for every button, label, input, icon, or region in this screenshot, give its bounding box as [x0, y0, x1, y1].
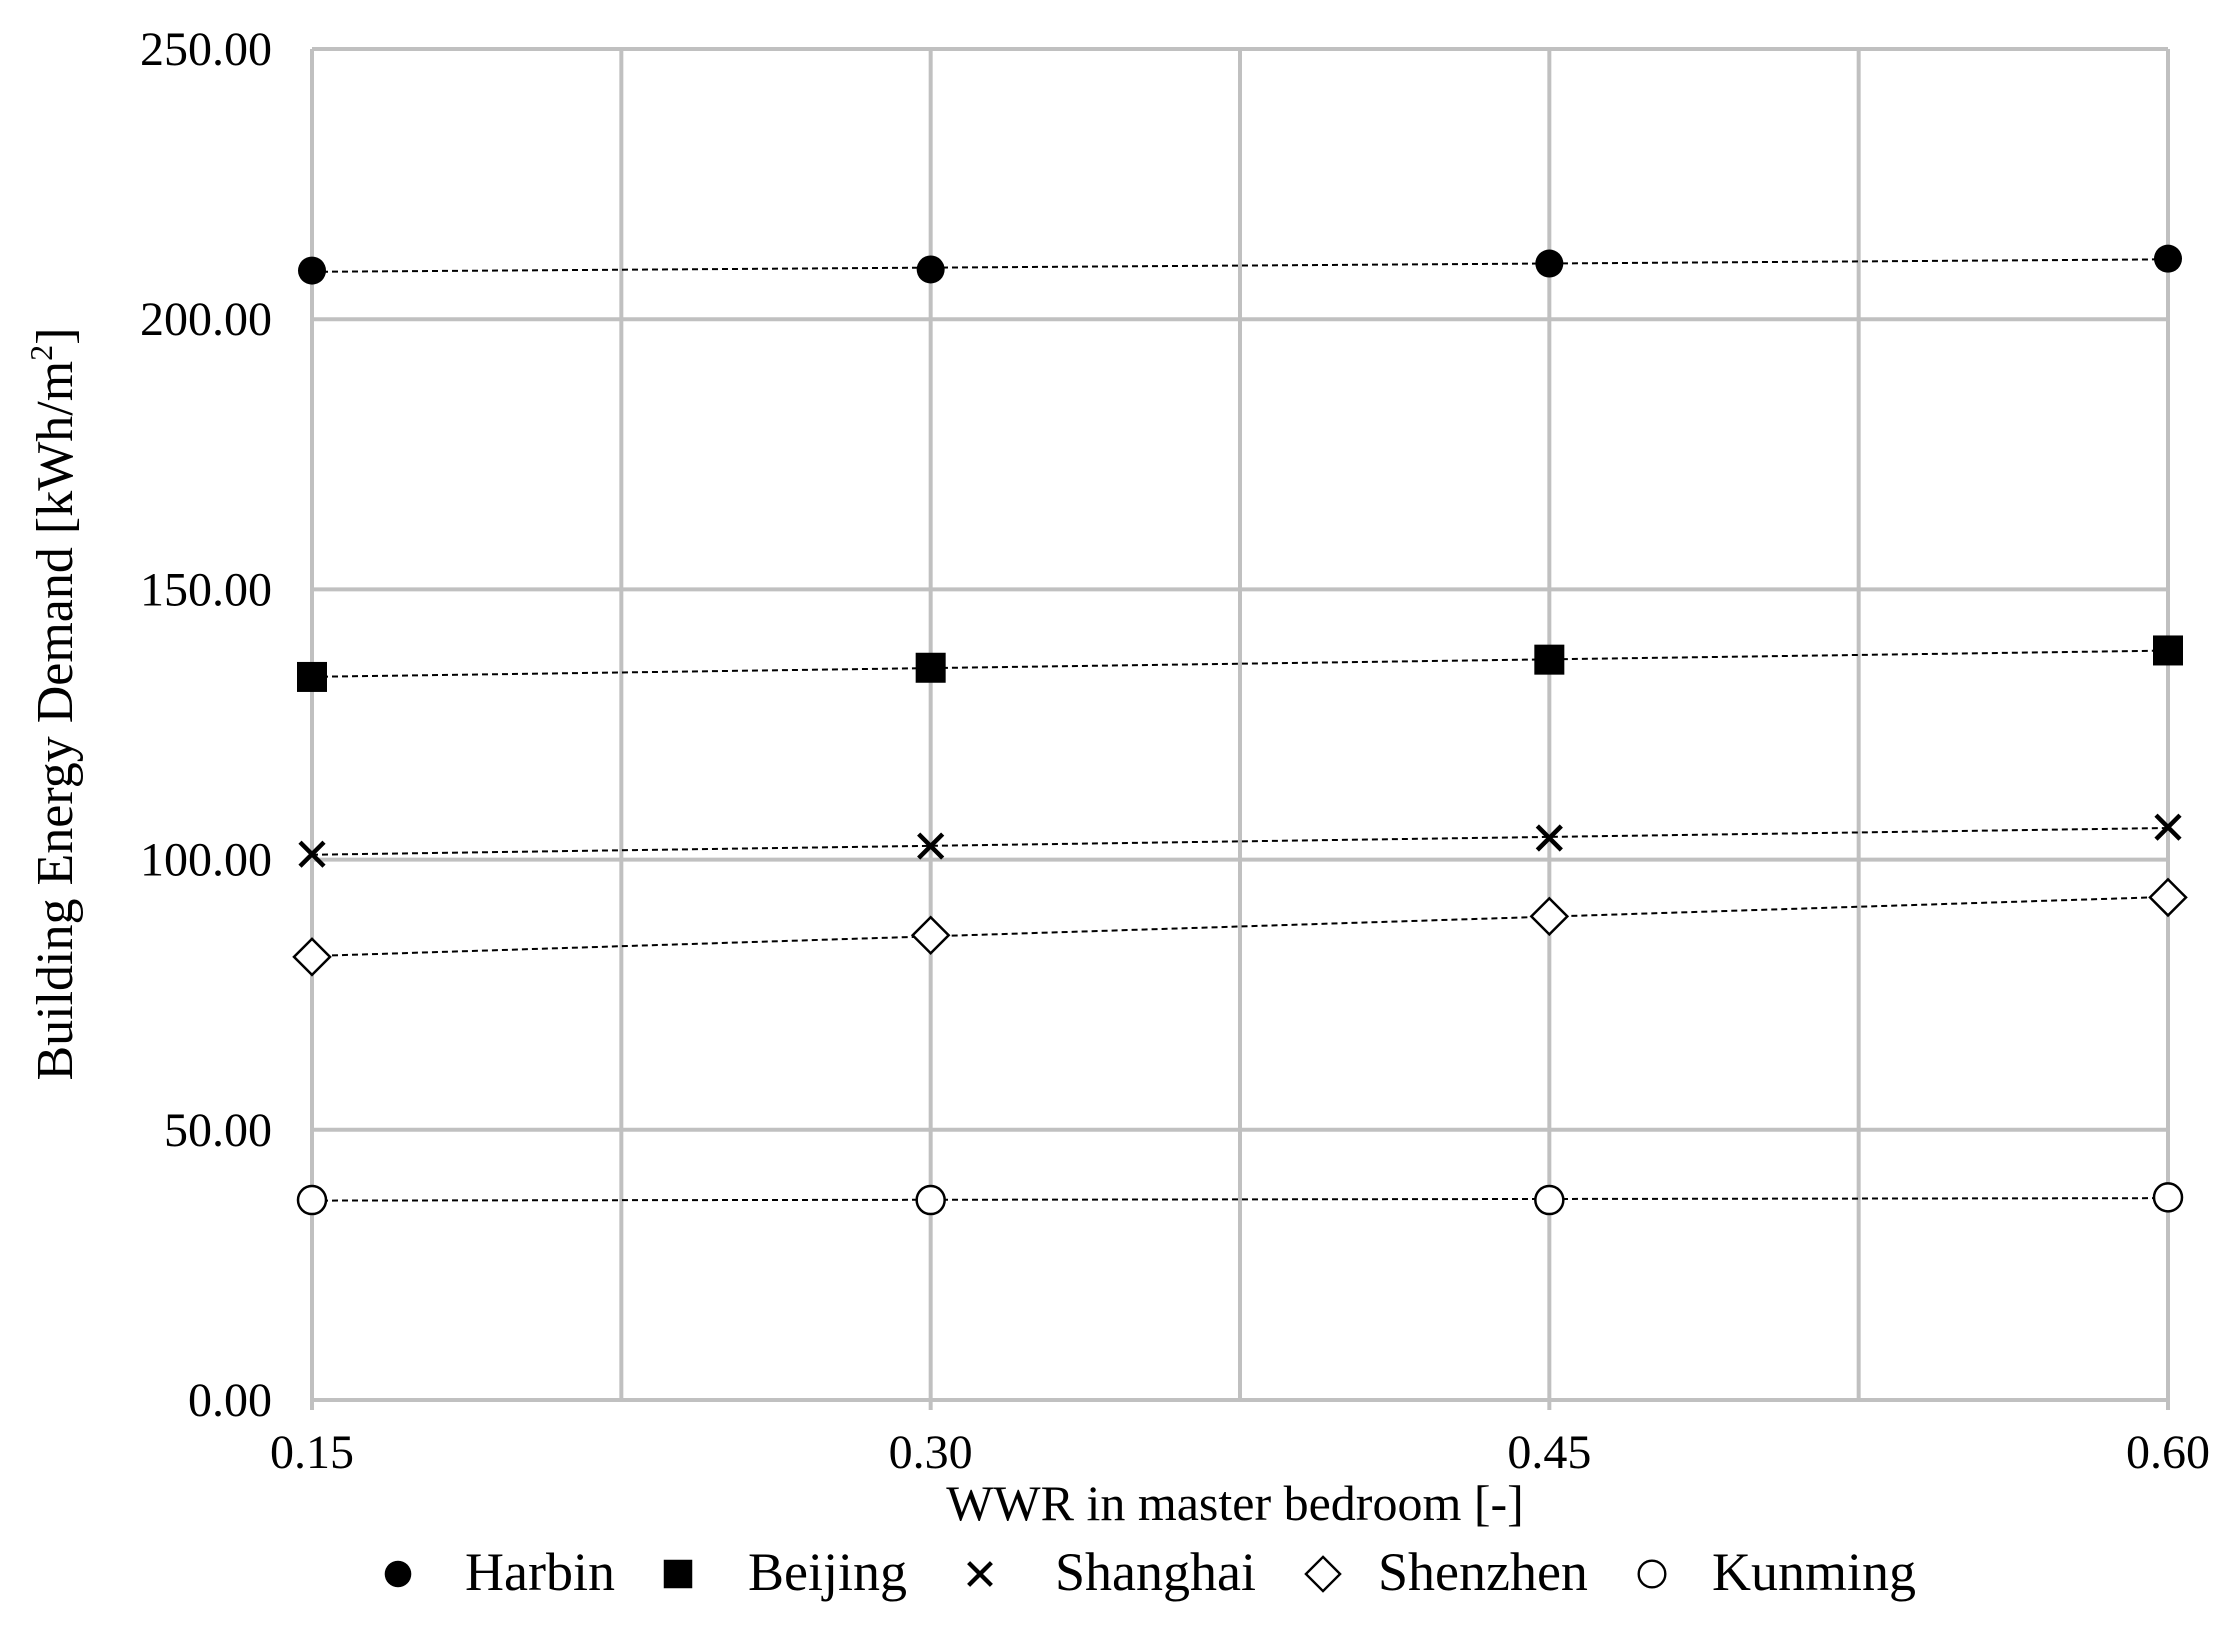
y-tick-label-3: 150.00 [140, 563, 272, 616]
x-axis-ticks: 0.15 0.30 0.45 0.60 [270, 1426, 2210, 1479]
y-axis-label-superscript: 2 [23, 345, 59, 361]
data-markers [292, 244, 2188, 1216]
data-point-beijing-3 [2153, 635, 2183, 666]
y-tick-label-0: 0.00 [188, 1374, 272, 1427]
y-axis-ticks: 0.00 50.00 100.00 150.00 200.00 250.00 [140, 23, 272, 1427]
x-tick-label-3: 0.60 [2126, 1426, 2210, 1479]
data-point-shanghai-2 [1535, 824, 1563, 852]
data-point-harbin-0 [298, 256, 326, 285]
data-point-harbin-2 [1535, 249, 1564, 278]
x-tick-label-2: 0.45 [1507, 1426, 1591, 1479]
series-beijing [297, 635, 2183, 692]
y-axis-label: Building Energy Demand [kWh/m2] [23, 327, 84, 1080]
legend-item-kunming: Kunming [1637, 1542, 1916, 1602]
data-point-shenzhen-1 [910, 915, 951, 956]
legend-marker-shenzhen [1304, 1555, 1342, 1593]
legend-item-harbin: Harbin [384, 1542, 615, 1602]
data-point-shenzhen-0 [292, 937, 332, 977]
legend-marker-kunming [1637, 1559, 1667, 1589]
data-point-shanghai-3 [2154, 813, 2182, 841]
y-tick-label-5: 250.00 [140, 23, 272, 76]
legend-item-shanghai: Shanghai [967, 1542, 1256, 1602]
data-point-beijing-0 [297, 661, 327, 692]
data-point-beijing-2 [1534, 644, 1565, 675]
data-point-kunming-0 [296, 1184, 328, 1216]
data-point-kunming-3 [2152, 1182, 2184, 1213]
legend-label-shanghai: Shanghai [1055, 1542, 1256, 1602]
legend-marker-shanghai [967, 1561, 993, 1587]
data-point-shenzhen-3 [2148, 877, 2188, 918]
x-tick-label-0: 0.15 [270, 1426, 354, 1479]
data-point-shenzhen-2 [1529, 896, 1570, 937]
data-point-shanghai-0 [298, 840, 326, 868]
legend-marker-harbin [384, 1560, 412, 1588]
series-kunming [296, 1182, 2184, 1216]
data-point-kunming-1 [915, 1184, 946, 1216]
y-axis-label-end: ] [27, 327, 84, 344]
data-point-kunming-2 [1534, 1184, 1565, 1216]
y-axis-label-main: Building Energy Demand [kWh/m [27, 361, 84, 1081]
y-tick-label-2: 100.00 [140, 834, 272, 887]
grid [310, 47, 2170, 1410]
legend-label-shenzhen: Shenzhen [1378, 1542, 1588, 1602]
legend-marker-beijing [663, 1559, 693, 1589]
series-shanghai [298, 813, 2182, 868]
data-point-shanghai-1 [917, 832, 945, 860]
data-point-harbin-3 [2154, 244, 2182, 273]
y-tick-label-4: 200.00 [140, 293, 272, 346]
series-shenzhen [292, 877, 2188, 977]
series-harbin [298, 244, 2182, 285]
x-axis-label: WWR in master bedroom [-] [946, 1475, 1524, 1531]
data-point-beijing-1 [915, 652, 946, 683]
legend-label-beijing: Beijing [748, 1542, 907, 1602]
legend-item-beijing: Beijing [663, 1542, 907, 1602]
x-tick-label-1: 0.30 [889, 1426, 973, 1479]
legend-item-shenzhen: Shenzhen [1304, 1542, 1588, 1602]
legend-label-harbin: Harbin [465, 1542, 615, 1602]
legend: Harbin Beijing Shanghai Shenzhen Kunming [384, 1542, 1916, 1602]
legend-label-kunming: Kunming [1712, 1542, 1916, 1602]
data-point-harbin-1 [916, 255, 945, 284]
y-tick-label-1: 50.00 [164, 1104, 272, 1157]
